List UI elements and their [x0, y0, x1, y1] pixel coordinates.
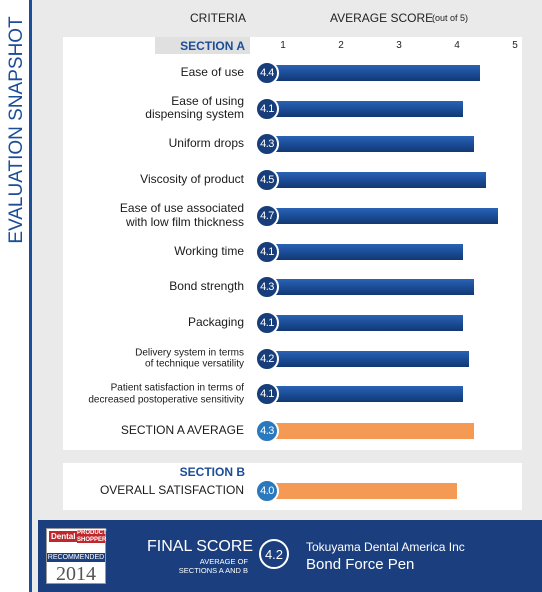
- final-label: FINAL SCORE: [147, 538, 254, 555]
- value-badge: 4.2: [255, 346, 279, 371]
- x-tick-label: 4: [454, 40, 460, 51]
- value-badge: 4.5: [255, 168, 279, 193]
- value-badge: 4.3: [255, 275, 279, 300]
- category-label: Patient satisfaction in terms of decreas…: [88, 382, 244, 406]
- value-badge: 4.1: [255, 239, 279, 264]
- category-label: SECTION A AVERAGE: [120, 423, 244, 438]
- award-text: RECOMMENDED: [47, 553, 105, 562]
- value-badge: 4.1: [255, 96, 279, 121]
- bar: [270, 483, 457, 499]
- value-badge: 4.3: [255, 132, 279, 157]
- bar: [270, 100, 463, 117]
- x-tick-label: 2: [338, 40, 344, 51]
- bar: [270, 65, 481, 81]
- final-panel: [38, 520, 542, 592]
- award-year: 2014: [56, 563, 96, 585]
- final-score: 4.2: [259, 539, 289, 569]
- category-label: Ease of use: [180, 65, 244, 80]
- section-title: SECTION B: [179, 465, 245, 479]
- x-tick-label: 1: [280, 40, 286, 51]
- category-label: Bond strength: [169, 279, 244, 294]
- bar: [270, 136, 475, 153]
- bar: [270, 350, 469, 367]
- category-label: Viscosity of product: [140, 172, 244, 187]
- category-label: Working time: [174, 243, 244, 258]
- side-title: EVALUATION SNAPSHOT: [6, 16, 27, 244]
- value-badge: 4.1: [255, 382, 279, 407]
- company-name: Tokuyama Dental America Inc: [306, 540, 465, 554]
- category-label: Packaging: [187, 314, 244, 329]
- bar: [270, 314, 463, 331]
- bar: [270, 423, 475, 439]
- category-label: Uniform drops: [168, 136, 244, 151]
- award-brand: Dental: [49, 531, 78, 542]
- category-label: Delivery system in terms of technique ve…: [135, 347, 244, 370]
- product-name: Bond Force Pen: [306, 556, 415, 573]
- bar: [270, 386, 463, 403]
- award-brand-sub: PRODUCT SHOPPER: [77, 530, 107, 544]
- side-strip: [0, 0, 32, 592]
- bar: [270, 279, 475, 296]
- bar: [270, 207, 498, 224]
- award-logo: Dental PRODUCT SHOPPER RECOMMENDED 2014: [46, 528, 107, 585]
- category-label: Ease of using dispensing system: [145, 93, 244, 122]
- value-badge: 4.7: [255, 203, 279, 228]
- x-tick-label: 5: [512, 40, 518, 51]
- x-axis-label: AVERAGE SCORE: [330, 11, 434, 25]
- bar: [270, 172, 486, 189]
- value-badge: 4.1: [255, 310, 279, 335]
- criteria-header: CRITERIA: [190, 11, 247, 25]
- x-tick-label: 3: [396, 40, 402, 51]
- category-label: OVERALL SATISFACTION: [99, 483, 244, 498]
- value-badge: 4.3: [255, 419, 279, 443]
- bar: [270, 243, 463, 260]
- final-note: AVERAGE OF SECTIONS A AND B: [178, 557, 248, 575]
- section-tab: [155, 37, 250, 54]
- value-badge: 4.0: [255, 479, 279, 503]
- section-title: SECTION A: [180, 39, 245, 53]
- value-badge: 4.4: [255, 61, 279, 85]
- category-label: Ease of use associated with low film thi…: [119, 201, 244, 229]
- x-axis-note: (out of 5): [432, 13, 469, 23]
